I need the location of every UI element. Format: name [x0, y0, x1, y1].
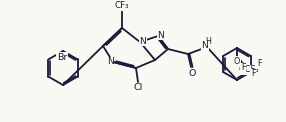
Text: N: N [107, 57, 113, 66]
Text: O: O [188, 70, 196, 78]
Text: CF₃: CF₃ [115, 1, 129, 10]
Text: OCF₃: OCF₃ [239, 66, 259, 75]
Text: N: N [202, 41, 208, 51]
Text: F: F [241, 63, 245, 72]
Text: O: O [234, 56, 240, 66]
Text: Br: Br [57, 52, 67, 61]
Text: Cl: Cl [133, 83, 143, 92]
Text: F: F [251, 70, 255, 78]
Text: N: N [158, 30, 164, 40]
Text: H: H [205, 37, 211, 46]
Text: F: F [257, 60, 261, 68]
Text: N: N [140, 36, 146, 46]
